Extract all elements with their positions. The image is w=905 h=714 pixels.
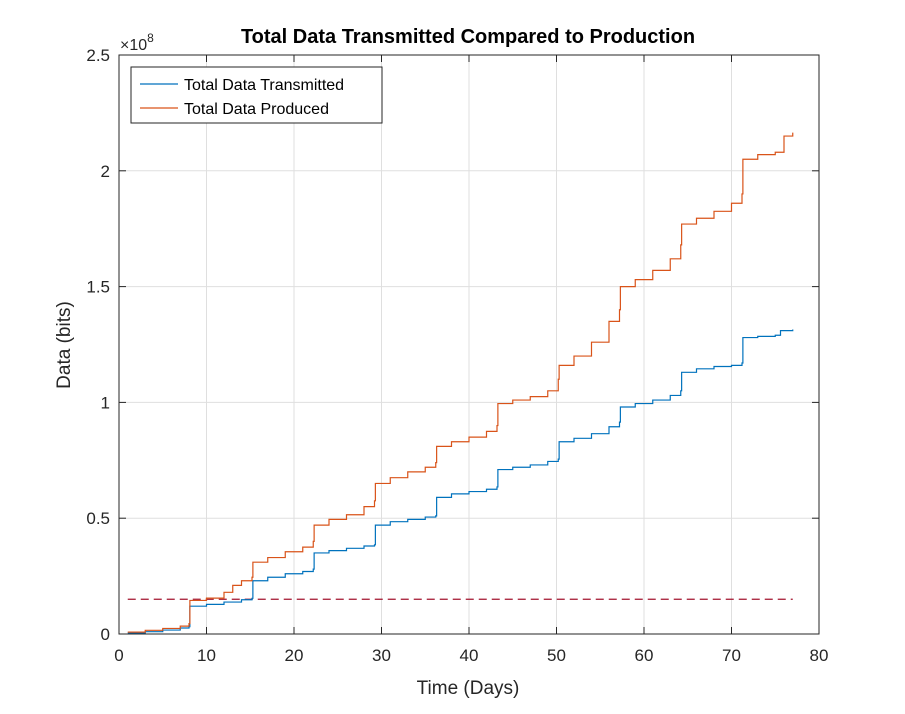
chart-title: Total Data Transmitted Compared to Produ… <box>241 26 695 48</box>
series-line-transmitted <box>127 329 794 634</box>
legend: Total Data Transmitted Total Data Produc… <box>130 66 383 124</box>
legend-box <box>130 66 383 124</box>
x-tick-label: 10 <box>197 646 216 665</box>
y-tick-label: 2 <box>101 162 110 181</box>
legend-item-produced: Total Data Produced <box>184 101 329 118</box>
x-tick-label: 60 <box>635 646 654 665</box>
x-tick-label: 80 <box>810 646 829 665</box>
series-layer <box>127 132 794 634</box>
x-tick-label: 70 <box>722 646 741 665</box>
y-tick-label: 0.5 <box>86 509 110 528</box>
grid <box>118 54 820 635</box>
x-tick-label: 20 <box>285 646 304 665</box>
y-tick-label: 1.5 <box>86 278 110 297</box>
y-tick-label: 0 <box>101 625 110 644</box>
x-tick-label: 50 <box>547 646 566 665</box>
y-exponent-base: ×10 <box>120 37 147 54</box>
x-tick-label: 0 <box>114 646 123 665</box>
x-tick-label: 30 <box>372 646 391 665</box>
y-axis-label: Data (bits) <box>54 301 75 389</box>
y-exponent-label: ×108 <box>120 31 154 54</box>
y-exponent-power: 8 <box>147 31 154 45</box>
y-tick-label: 2.5 <box>86 46 110 65</box>
x-tick-label: 40 <box>460 646 479 665</box>
x-axis-label: Time (Days) <box>417 678 520 699</box>
ticks-layer: 0 10 20 30 40 50 60 70 80 0 0.5 1 1.5 2 2.5 <box>86 46 828 665</box>
series-line-produced <box>127 132 794 633</box>
y-tick-label: 1 <box>101 393 110 412</box>
legend-item-transmitted: Total Data Transmitted <box>184 77 344 94</box>
